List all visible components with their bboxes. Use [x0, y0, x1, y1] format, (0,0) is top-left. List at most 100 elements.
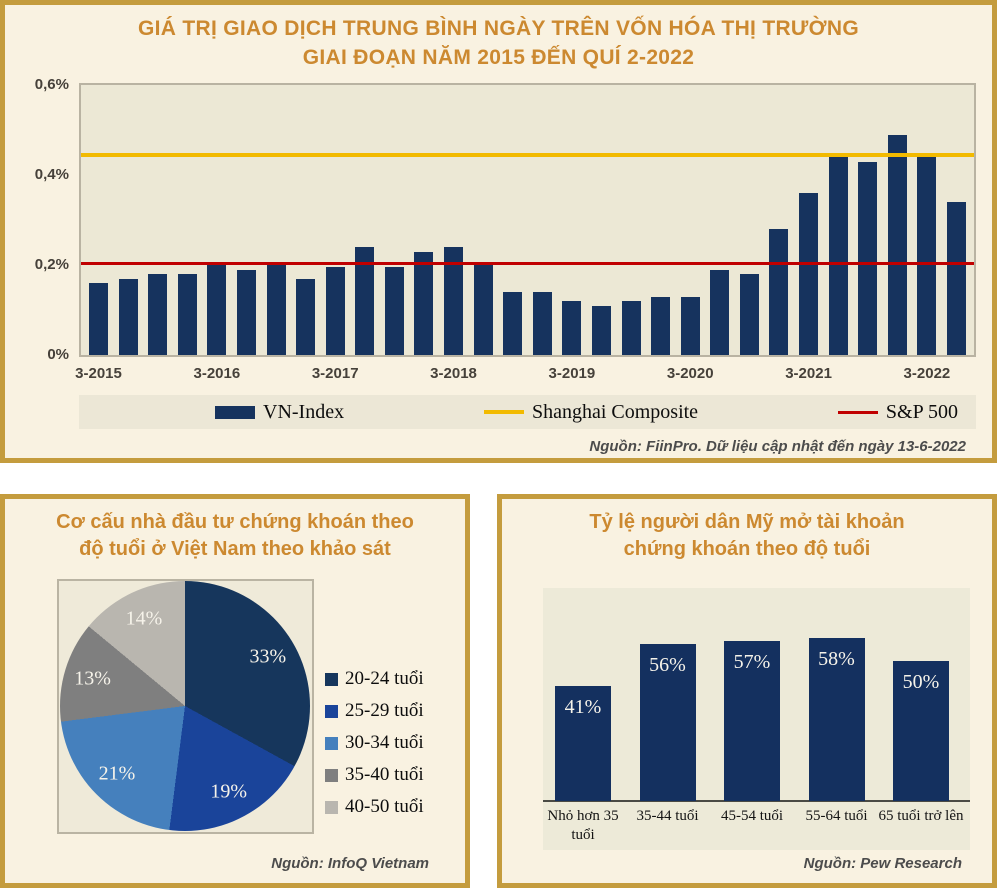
- x-tick-label: 3-2022: [903, 365, 951, 382]
- vn-index-bar: [384, 267, 404, 355]
- vn-index-bar: [503, 292, 523, 355]
- chart1-x-axis: 3-2015 3-2016 3-2017 3-2018 3-2019 3-2020 3-20…: [75, 365, 976, 387]
- us-category-label: 45-54 tuổi: [720, 808, 784, 824]
- pie-legend-swatch-icon: [325, 800, 338, 814]
- y-tick-label: 0%: [47, 346, 69, 363]
- pie-legend-swatch-icon: [325, 736, 338, 750]
- us-age-bar: 56%: [639, 643, 696, 801]
- x-tick-label: 3-2020: [666, 365, 714, 382]
- vn-index-bar: [473, 262, 493, 355]
- vn-index-bar: [651, 296, 671, 355]
- chart1-title-line1: GIÁ TRỊ GIAO DỊCH TRUNG BÌNH NGÀY TRÊN V…: [138, 17, 859, 40]
- vn-index-bar: [296, 278, 316, 355]
- x-tick-label: 3-2015: [75, 365, 122, 382]
- pie-slice-label: 14%: [125, 607, 163, 630]
- pie-slice-label: 19%: [210, 780, 248, 803]
- vn-index-bar: [118, 278, 138, 355]
- chart1-plot-area: [79, 83, 976, 357]
- x-tick-label: 3-2019: [548, 365, 596, 382]
- chart1-source: Nguồn: FiinPro. Dữ liệu cập nhật đến ngà…: [589, 438, 966, 455]
- us-age-bar: 57%: [724, 640, 780, 801]
- vn-index-bar: [444, 247, 464, 355]
- pie-slice-label: 21%: [98, 762, 136, 785]
- chart2-title: Cơ cấu nhà đầu tư chứng khoán theo độ tu…: [5, 509, 465, 563]
- chart1-title-line2: GIAI ĐOẠN NĂM 2015 ĐẾN QUÍ 2-2022: [302, 46, 695, 69]
- chart3-plot-area: Nhỏ hơn 35 tuổi 35-44 tuổi 45-54 tuổi 55-64…: [543, 588, 970, 850]
- us-category-label: Nhỏ hơn 35 tuổi: [547, 808, 619, 843]
- chart1-y-axis: 0% 0,2% 0,4% 0,6%: [9, 76, 69, 363]
- legend-item-sp500: S&P 500: [837, 400, 958, 424]
- panel-investor-age-structure: Cơ cấu nhà đầu tư chứng khoán theo độ tu…: [0, 494, 470, 888]
- pie-legend-label: 20-24 tuổi: [345, 668, 424, 689]
- us-category-label: 35-44 tuổi: [636, 808, 699, 824]
- chart3-title: Tỷ lệ người dân Mỹ mở tài khoản chứng kh…: [502, 509, 992, 563]
- vn-index-bar: [266, 262, 286, 355]
- vn-index-bar: [414, 251, 434, 355]
- us-category-label: 65 tuổi trở lên: [878, 808, 964, 824]
- x-tick-label: 3-2021: [785, 365, 832, 382]
- vn-index-bar: [769, 229, 789, 355]
- x-tick-label: 3-2016: [193, 365, 241, 382]
- chart1-legend: VN-Index Shanghai Composite S&P 500: [79, 395, 976, 429]
- panel-us-account-rate: Tỷ lệ người dân Mỹ mở tài khoản chứng kh…: [497, 494, 997, 888]
- pie-slice-label: 13%: [74, 667, 111, 690]
- pie-legend-item: 30-34 tuổi: [325, 727, 424, 759]
- pie-legend-label: 25-29 tuổi: [345, 700, 424, 721]
- sp500-line-swatch-icon: [837, 410, 878, 414]
- pie-legend-label: 30-34 tuổi: [345, 732, 424, 753]
- us-bar-value-label: 50%: [902, 670, 940, 693]
- legend-label-shanghai: Shanghai Composite: [531, 400, 699, 423]
- vn-index-bar: [887, 134, 907, 355]
- vn-index-bar: [532, 292, 552, 355]
- us-category-label: 55-64 tuổi: [805, 808, 868, 824]
- pie-legend-swatch-icon: [325, 672, 338, 686]
- vn-index-bar: [680, 296, 700, 355]
- us-age-bar: 58%: [808, 638, 865, 801]
- us-age-bar: 41%: [555, 685, 611, 801]
- pie-legend-item: 35-40 tuổi: [325, 759, 424, 791]
- y-tick-label: 0,6%: [34, 76, 69, 93]
- pie-chart: 33% 19% 21% 13% 14%: [60, 581, 310, 831]
- vn-index-bar: [89, 283, 108, 355]
- us-bar-value-label: 57%: [733, 650, 771, 673]
- y-tick-label: 0,4%: [34, 166, 69, 183]
- vnindex-swatch-icon: [215, 405, 255, 419]
- vn-index-bar: [799, 193, 819, 355]
- s-p-500-line: [81, 261, 974, 265]
- shanghai-line-swatch-icon: [483, 410, 524, 414]
- legend-label-vnindex: VN-Index: [263, 400, 345, 423]
- chart3-source: Nguồn: Pew Research: [803, 855, 962, 872]
- us-bar-value-label: 58%: [818, 648, 855, 671]
- vn-index-bar: [325, 267, 345, 355]
- chart3-baseline: [543, 800, 970, 802]
- y-tick-label: 0,2%: [34, 256, 69, 273]
- panel-market-liquidity: GIÁ TRỊ GIAO DỊCH TRUNG BÌNH NGÀY TRÊN V…: [0, 0, 997, 463]
- vn-index-bar: [562, 301, 582, 355]
- pie-legend-item: 25-29 tuổi: [325, 695, 424, 727]
- vn-index-bar: [591, 305, 611, 355]
- vn-index-bar: [917, 157, 937, 355]
- pie-slice-label: 33%: [249, 645, 287, 668]
- shanghai-composite-line: [81, 152, 974, 157]
- x-tick-label: 3-2017: [311, 365, 359, 382]
- pie-legend-label: 35-40 tuổi: [345, 764, 424, 785]
- pie-legend-label: 40-50 tuổi: [345, 796, 424, 817]
- vn-index-bar: [858, 161, 878, 355]
- vn-index-bar: [355, 247, 375, 355]
- chart2-title-line1: Cơ cấu nhà đầu tư chứng khoán theo: [56, 511, 414, 533]
- legend-item-vnindex: VN-Index: [215, 401, 344, 424]
- pie-legend-swatch-icon: [325, 704, 338, 718]
- vn-index-bar: [207, 262, 227, 355]
- chart2-source: Nguồn: InfoQ Vietnam: [271, 855, 429, 872]
- legend-item-shanghai: Shanghai Composite: [483, 400, 699, 424]
- chart1-title: GIÁ TRỊ GIAO DỊCH TRUNG BÌNH NGÀY TRÊN V…: [5, 14, 992, 72]
- vn-index-bar: [947, 202, 966, 355]
- pie-legend: 20-24 tuổi 25-29 tuổi 30-34 tuổi 35-40 tuổi…: [325, 663, 424, 823]
- legend-label-sp500: S&P 500: [885, 400, 958, 423]
- chart3-title-line1: Tỷ lệ người dân Mỹ mở tài khoản: [589, 511, 905, 533]
- us-age-bar: 50%: [893, 660, 949, 801]
- chart3-title-line2: chứng khoán theo độ tuổi: [623, 538, 871, 560]
- pie-chart-frame: 33% 19% 21% 13% 14%: [57, 579, 314, 834]
- pie-legend-swatch-icon: [325, 768, 338, 782]
